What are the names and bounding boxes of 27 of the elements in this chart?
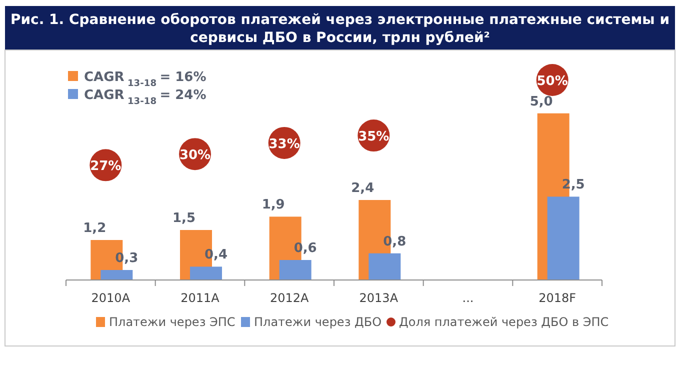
x-tick-label: 2010A (91, 291, 131, 305)
legend-label: Платежи через ЭПС (109, 315, 236, 329)
chart-title: Рис. 1. Сравнение оборотов платежей через электронные платежные системы и сервисы ДБО в России, трлн рублей² (10, 12, 670, 46)
annotation: CAGR$_{13-18}$ = 16% (84, 70, 206, 89)
data-label: 5,0 (530, 94, 553, 110)
annotation: CAGR$_{13-18}$ = 24% (84, 88, 206, 107)
data-label: 1,5 (172, 211, 196, 226)
data-label: 27% (90, 159, 122, 174)
x-tick-label: 2018F (538, 291, 576, 305)
bar (547, 196, 580, 280)
legend-label: Доля платежей через ДБО в ЭПС (399, 315, 609, 329)
data-label: 1,9 (262, 198, 285, 213)
legend-label: Платежи через ДБО (254, 315, 382, 329)
x-tick-label: ... (462, 291, 474, 305)
data-label: 2,4 (351, 181, 374, 196)
data-label: 30% (179, 148, 211, 164)
data-label: 35% (358, 130, 390, 145)
x-tick-label: 2012A (270, 291, 310, 305)
bar (368, 253, 401, 280)
data-label: 33% (268, 136, 300, 152)
x-tick-label: 2011A (180, 291, 220, 305)
bar (100, 270, 133, 280)
data-label: 50% (536, 74, 568, 89)
bar (190, 266, 222, 280)
x-tick-label: 2013A (359, 291, 399, 305)
bar (279, 260, 312, 280)
data-label: 1,2 (83, 221, 106, 236)
